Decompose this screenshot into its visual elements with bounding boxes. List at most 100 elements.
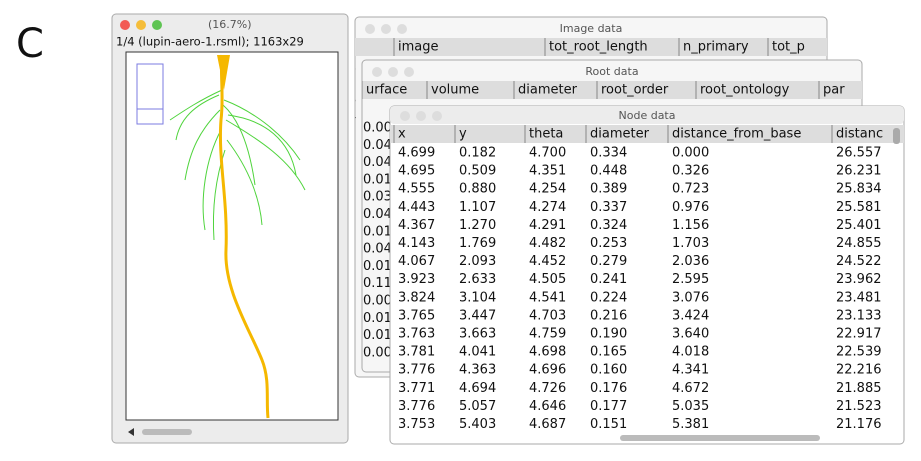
cell: 4.541 bbox=[529, 290, 566, 305]
cell: 4.367 bbox=[398, 218, 435, 233]
cell: 24.522 bbox=[836, 254, 882, 269]
column-header: root_order bbox=[601, 83, 669, 98]
cell: 0.190 bbox=[590, 327, 627, 342]
cell: 0.00 bbox=[363, 294, 392, 309]
cell: 3.753 bbox=[398, 417, 435, 432]
cell: 4.274 bbox=[529, 200, 566, 215]
cell: 25.401 bbox=[836, 218, 882, 233]
column-header: theta bbox=[529, 127, 563, 142]
cell: 26.231 bbox=[836, 164, 882, 179]
column-header: y bbox=[459, 127, 467, 142]
column-header: tot_root_length bbox=[549, 40, 648, 55]
cell: 4.698 bbox=[529, 345, 566, 360]
cell: 5.057 bbox=[459, 399, 496, 414]
cell: 4.067 bbox=[398, 254, 435, 269]
cell: 3.076 bbox=[672, 290, 709, 305]
cell: 0.176 bbox=[590, 381, 627, 396]
cell: 4.482 bbox=[529, 236, 566, 251]
cell: 4.646 bbox=[529, 399, 566, 414]
window-subtitle: 1/4 (lupin-aero-1.rsml); 1163x29 bbox=[116, 35, 304, 49]
cell: 0.880 bbox=[459, 182, 496, 197]
cell: 4.505 bbox=[529, 272, 566, 287]
cell: 0.165 bbox=[590, 345, 627, 360]
cell: 0.000 bbox=[672, 146, 709, 161]
cell: 0.216 bbox=[590, 308, 627, 323]
cell: 25.581 bbox=[836, 200, 882, 215]
window-title: Root data bbox=[585, 65, 638, 78]
minimize-button[interactable] bbox=[136, 20, 146, 30]
cell: 4.672 bbox=[672, 381, 709, 396]
cell: 0.01 bbox=[363, 311, 392, 326]
cell: 22.539 bbox=[836, 345, 882, 360]
zoom-button[interactable] bbox=[152, 20, 162, 30]
cell: 0.279 bbox=[590, 254, 627, 269]
cell: 4.351 bbox=[529, 164, 566, 179]
cell: 3.765 bbox=[398, 308, 435, 323]
cell: 21.523 bbox=[836, 399, 882, 414]
cell: 0.01 bbox=[363, 259, 392, 274]
cell: 1.769 bbox=[459, 236, 496, 251]
cell: 0.182 bbox=[459, 146, 496, 161]
cell: 0.976 bbox=[672, 200, 709, 215]
cell: 21.176 bbox=[836, 417, 882, 432]
cell: 0.509 bbox=[459, 164, 496, 179]
cell: 4.696 bbox=[529, 363, 566, 378]
cell: 0.241 bbox=[590, 272, 627, 287]
cell: 25.834 bbox=[836, 182, 882, 197]
cell: 3.771 bbox=[398, 381, 435, 396]
cell: 0.11 bbox=[363, 276, 392, 291]
cell: 23.133 bbox=[836, 308, 882, 323]
cell: 0.324 bbox=[590, 218, 627, 233]
node-data-window: Node data x y theta diameter distance_from_b… bbox=[389, 105, 905, 445]
cell: 0.448 bbox=[590, 164, 627, 179]
panel-label: C bbox=[16, 21, 44, 67]
cell: 0.151 bbox=[590, 417, 627, 432]
cell: 0.177 bbox=[590, 399, 627, 414]
cell: 0.04 bbox=[363, 207, 392, 222]
cell: 4.452 bbox=[529, 254, 566, 269]
column-header: distance_from_base bbox=[672, 127, 801, 142]
close-button[interactable] bbox=[120, 20, 130, 30]
cell: 3.923 bbox=[398, 272, 435, 287]
cell: 5.381 bbox=[672, 417, 709, 432]
scrollbar[interactable] bbox=[620, 435, 820, 441]
cell: 4.726 bbox=[529, 381, 566, 396]
cell: 4.555 bbox=[398, 182, 435, 197]
cell: 3.763 bbox=[398, 327, 435, 342]
cell: 3.447 bbox=[459, 308, 496, 323]
cell: 3.104 bbox=[459, 290, 496, 305]
cell: 22.917 bbox=[836, 327, 882, 342]
cell: 0.01 bbox=[363, 172, 392, 187]
cell: 1.703 bbox=[672, 236, 709, 251]
cell: 4.143 bbox=[398, 236, 435, 251]
cell: 0.389 bbox=[590, 182, 627, 197]
cell: 26.557 bbox=[836, 146, 882, 161]
cell: 4.254 bbox=[529, 182, 566, 197]
cell: 4.759 bbox=[529, 327, 566, 342]
column-header: par bbox=[823, 83, 845, 98]
cell: 0.03 bbox=[363, 190, 392, 205]
cell: 23.962 bbox=[836, 272, 882, 287]
cell: 4.687 bbox=[529, 417, 566, 432]
cell: 2.093 bbox=[459, 254, 496, 269]
cell: 2.595 bbox=[672, 272, 709, 287]
column-header: distanc bbox=[836, 127, 883, 142]
cell: 0.334 bbox=[590, 146, 627, 161]
row-number: 3 bbox=[348, 93, 356, 108]
column-header: diameter bbox=[590, 127, 650, 142]
cell: 4.291 bbox=[529, 218, 566, 233]
cell: 2.036 bbox=[672, 254, 709, 269]
cell: 3.424 bbox=[672, 308, 709, 323]
cell: 0.326 bbox=[672, 164, 709, 179]
cell: 4.703 bbox=[529, 308, 566, 323]
column-header: image bbox=[398, 40, 439, 55]
cell: 4.041 bbox=[459, 345, 496, 360]
column-header: volume bbox=[431, 83, 479, 98]
image-window: (16.7%) 1/4 (lupin-aero-1.rsml); 1163x29 bbox=[111, 13, 349, 444]
row-number: 2 bbox=[348, 76, 356, 91]
cell: 4.695 bbox=[398, 164, 435, 179]
cell: 3.663 bbox=[459, 327, 496, 342]
cell: 3.776 bbox=[398, 399, 435, 414]
cell: 2.633 bbox=[459, 272, 496, 287]
cell: 22.216 bbox=[836, 363, 882, 378]
